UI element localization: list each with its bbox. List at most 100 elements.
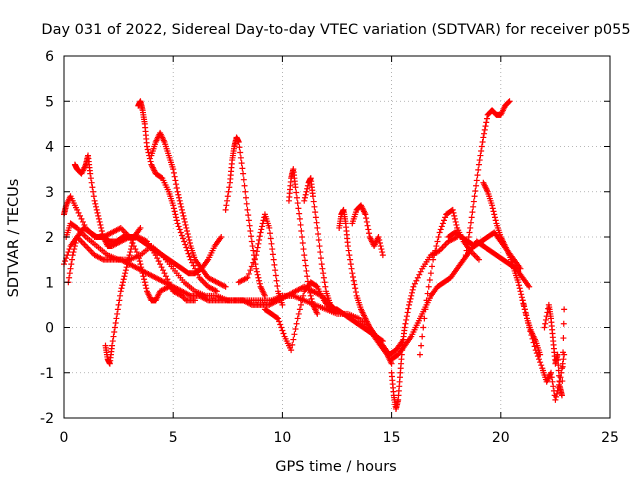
data-point: [363, 215, 370, 222]
series-sat-d: [135, 98, 220, 295]
data-point: [541, 324, 548, 331]
data-point: [144, 146, 151, 153]
data-point: [293, 194, 300, 201]
data-point: [170, 169, 177, 176]
data-point: [184, 227, 191, 234]
data-point: [120, 276, 127, 283]
data-point: [127, 249, 134, 256]
data-point: [246, 222, 253, 229]
data-point: [470, 203, 477, 210]
data-point: [171, 173, 178, 180]
data-point: [452, 218, 459, 225]
data-point: [294, 200, 301, 207]
data-point: [526, 324, 533, 331]
data-point: [379, 249, 386, 256]
data-point: [406, 301, 413, 308]
data-point: [189, 259, 196, 266]
data-point: [239, 165, 246, 172]
data-point: [162, 273, 169, 280]
data-point: [236, 144, 243, 151]
data-point: [525, 319, 532, 326]
data-point: [473, 182, 480, 189]
data-point: [178, 206, 185, 213]
data-point: [143, 285, 150, 292]
data-point: [160, 267, 167, 274]
data-point: [376, 240, 383, 247]
data-point: [313, 219, 320, 226]
data-point: [401, 324, 408, 331]
data-point: [379, 252, 386, 259]
data-point: [483, 119, 490, 126]
x-tick-label: 10: [273, 430, 291, 446]
y-tick-label: 2: [45, 230, 54, 246]
data-point: [175, 191, 182, 198]
data-point: [122, 267, 129, 274]
data-point: [559, 378, 566, 385]
data-point: [506, 98, 513, 105]
data-point: [179, 209, 186, 216]
y-tick-label: 6: [45, 49, 54, 65]
data-point: [174, 220, 181, 227]
data-point: [474, 172, 481, 179]
data-point: [304, 273, 311, 280]
data-point: [438, 223, 445, 230]
data-point: [429, 263, 436, 270]
data-point: [450, 209, 457, 216]
data-point: [241, 182, 248, 189]
data-point: [410, 283, 417, 290]
data-point: [521, 306, 528, 313]
data-point: [558, 392, 565, 399]
data-point: [560, 356, 567, 363]
data-point: [548, 374, 555, 381]
data-point: [185, 234, 192, 240]
data-point: [505, 99, 512, 106]
data-point: [299, 234, 306, 240]
data-point: [416, 271, 423, 278]
data-point: [176, 197, 183, 204]
data-point: [175, 223, 182, 230]
data-point: [516, 285, 523, 292]
x-tick-label: 20: [492, 430, 510, 446]
data-point: [430, 256, 437, 263]
data-point: [222, 206, 229, 213]
data-point: [560, 320, 567, 327]
data-point: [375, 234, 382, 240]
data-point: [116, 297, 123, 304]
data-point: [250, 247, 257, 254]
data-point: [66, 270, 73, 277]
data-point: [136, 258, 143, 265]
data-point: [93, 206, 100, 213]
data-point: [536, 356, 543, 363]
data-point: [158, 264, 165, 271]
data-point: [127, 246, 134, 253]
data-point: [253, 252, 260, 259]
data-point: [442, 214, 449, 221]
data-point: [117, 292, 124, 299]
y-tick-label: 1: [45, 275, 54, 291]
data-point: [78, 215, 85, 222]
data-point: [95, 212, 102, 219]
data-point: [294, 315, 301, 322]
data-point: [245, 212, 252, 219]
data-point: [467, 219, 474, 226]
data-point: [432, 247, 439, 254]
data-point: [293, 189, 300, 196]
data-point: [93, 203, 100, 210]
data-point: [529, 335, 536, 342]
data-point: [270, 256, 277, 263]
data-point: [365, 226, 372, 233]
data-point: [435, 234, 442, 240]
data-point: [147, 158, 154, 165]
data-point: [62, 258, 69, 265]
data-point: [244, 274, 251, 281]
data-point: [300, 292, 307, 299]
data-point: [110, 333, 117, 340]
data-point: [516, 282, 522, 289]
data-point: [269, 251, 276, 258]
data-point: [73, 237, 80, 244]
data-point: [312, 214, 319, 221]
data-point: [402, 320, 409, 327]
data-point: [170, 166, 177, 173]
data-point: [439, 220, 446, 227]
data-point: [301, 194, 308, 201]
